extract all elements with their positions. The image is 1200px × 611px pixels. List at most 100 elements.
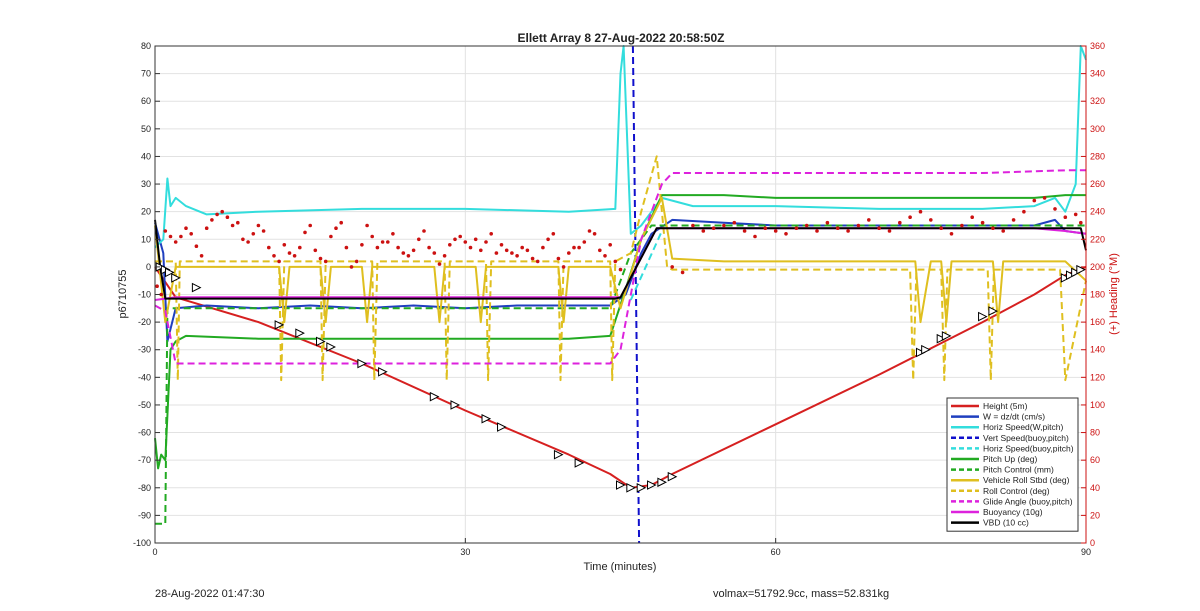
triangle-marker	[1065, 270, 1076, 280]
heading-point	[1022, 209, 1026, 214]
heading-point	[189, 232, 193, 236]
heading-point	[970, 215, 974, 219]
heading-point	[556, 256, 561, 261]
heading-point	[815, 229, 819, 233]
heading-point	[722, 223, 726, 228]
heading-point	[155, 284, 159, 289]
heading-point	[520, 245, 524, 250]
heading-point	[442, 254, 447, 258]
heading-point	[846, 229, 850, 233]
heading-point	[980, 220, 985, 225]
heading-point	[168, 234, 173, 239]
legend-label: Height (5m)	[983, 401, 1028, 411]
heading-point	[360, 243, 364, 247]
y-left-tick-label: 10	[141, 234, 151, 244]
heading-point	[298, 245, 302, 250]
y-right-tick-label: 300	[1090, 124, 1105, 134]
triangle-markers	[155, 262, 1086, 493]
heading-point	[318, 256, 323, 261]
heading-point	[541, 245, 545, 250]
triangle-marker	[1071, 267, 1081, 278]
heading-point	[680, 270, 685, 275]
legend-label: Horiz Speed(buoy,pitch)	[983, 443, 1074, 453]
heading-point	[287, 251, 292, 255]
heading-point	[1073, 212, 1078, 217]
heading-point	[292, 254, 297, 258]
heading-point	[159, 292, 163, 297]
heading-point	[422, 229, 426, 233]
y-right-tick-label: 340	[1090, 69, 1105, 79]
heading-point	[194, 244, 199, 248]
heading-point	[479, 248, 483, 253]
heading-point	[199, 254, 204, 258]
y-right-tick-label: 20	[1090, 510, 1100, 520]
heading-point	[742, 229, 747, 233]
heading-point	[939, 226, 943, 230]
heading-point	[582, 240, 587, 244]
heading-point	[773, 229, 778, 233]
heading-point	[272, 254, 276, 258]
triangle-marker	[274, 320, 285, 330]
triangle-marker	[378, 367, 388, 377]
heading-point	[804, 223, 809, 228]
heading-point	[396, 245, 400, 250]
heading-point	[303, 230, 307, 235]
legend-label: W = dz/dt (cm/s)	[983, 412, 1045, 422]
heading-point	[784, 232, 788, 236]
heading-point	[489, 232, 494, 236]
heading-point	[411, 248, 416, 253]
heading-point	[515, 254, 519, 258]
heading-point	[241, 237, 245, 242]
heading-point	[468, 245, 473, 250]
triangle-marker	[1076, 264, 1086, 275]
y-axis-right-label: (+) Heading (°M)	[1108, 253, 1120, 335]
heading-point	[401, 251, 406, 255]
heading-point	[210, 218, 214, 222]
y-right-tick-label: 100	[1090, 400, 1105, 410]
heading-point	[887, 229, 892, 233]
heading-point	[1042, 196, 1047, 200]
heading-point	[691, 223, 695, 228]
legend-label: VBD (10 cc)	[983, 518, 1029, 528]
series-layer	[154, 45, 1087, 544]
heading-point	[163, 229, 168, 233]
triangle-marker	[941, 331, 952, 341]
y-right-tick-label: 60	[1090, 455, 1100, 465]
legend-label: Pitch Control (mm)	[983, 465, 1054, 475]
heading-point	[561, 265, 566, 269]
heading-point	[437, 262, 442, 266]
triangle-marker	[295, 328, 305, 338]
legend-label: Glide Angle (buoy,pitch)	[983, 496, 1073, 506]
heading-point	[504, 248, 509, 253]
volmax-mass-text: volmax=51792.9cc, mass=52.831kg	[713, 588, 890, 600]
triangle-marker	[921, 344, 931, 355]
heading-point	[370, 234, 375, 239]
y-right-tick-label: 140	[1090, 345, 1105, 355]
series-line-2	[154, 45, 1087, 249]
triangle-marker	[936, 333, 947, 344]
y-right-tick-label: 320	[1090, 96, 1105, 106]
y-left-tick-label: 40	[141, 151, 151, 161]
heading-point	[277, 259, 281, 264]
triangle-marker	[915, 347, 926, 358]
y-left-tick-label: 70	[141, 69, 151, 79]
triangle-marker	[988, 306, 999, 316]
grid	[154, 45, 1087, 544]
heading-point	[877, 226, 881, 230]
y-left-tick-label: 80	[141, 41, 151, 51]
heading-point	[256, 223, 261, 228]
heading-point	[334, 226, 338, 230]
series-line-8	[155, 155, 1087, 382]
heading-point	[701, 229, 706, 233]
heading-point	[929, 218, 933, 222]
heading-point	[354, 259, 359, 264]
triangle-marker	[636, 482, 647, 493]
heading-point	[587, 229, 592, 233]
y-axis-left-label: p6710755	[117, 270, 129, 319]
y-left-tick-label: -40	[138, 372, 151, 382]
y-right-tick-label: 0	[1090, 538, 1095, 548]
legend-label: Horiz Speed(W,pitch)	[983, 422, 1063, 432]
y-left-tick-label: -70	[138, 455, 151, 465]
heading-point	[613, 259, 618, 264]
x-tick-label: 60	[771, 547, 781, 557]
